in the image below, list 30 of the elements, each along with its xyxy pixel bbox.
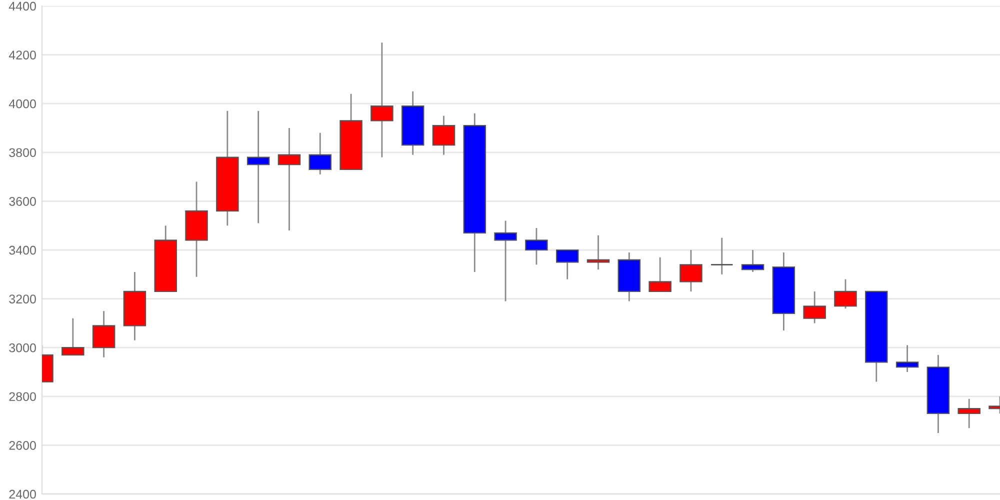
candlestick — [834, 278, 857, 310]
candlestick — [246, 110, 270, 224]
candlestick — [494, 220, 517, 302]
candlestick — [648, 256, 672, 292]
y-tick-label: 2600 — [9, 441, 36, 450]
y-tick-label: 2800 — [9, 392, 36, 402]
candlestick — [556, 249, 579, 280]
candlestick — [586, 234, 610, 270]
y-tick-label: 4400 — [8, 2, 36, 11]
candlestick — [896, 344, 919, 373]
candlestick — [525, 227, 548, 266]
candlestick — [958, 398, 980, 429]
y-tick-label: 4000 — [8, 99, 36, 108]
candlestick — [432, 115, 456, 156]
candlestick — [710, 237, 734, 276]
y-tick-label: 2400 — [9, 490, 36, 499]
candlestick — [741, 249, 764, 273]
candlestick — [370, 42, 394, 158]
y-tick-label: 3000 — [9, 343, 36, 352]
candlestick — [62, 318, 84, 356]
candlestick — [92, 310, 116, 358]
candlestick — [803, 290, 826, 324]
y-tick-label: 3200 — [9, 294, 36, 304]
y-tick-label: 3600 — [9, 197, 36, 206]
candlestick — [308, 132, 332, 176]
candlestick — [278, 127, 301, 232]
y-tick-label: 4200 — [8, 50, 36, 60]
y-tick-label: 3800 — [9, 148, 36, 158]
candlestick — [680, 249, 702, 292]
y-tick-label: 3400 — [9, 246, 36, 255]
